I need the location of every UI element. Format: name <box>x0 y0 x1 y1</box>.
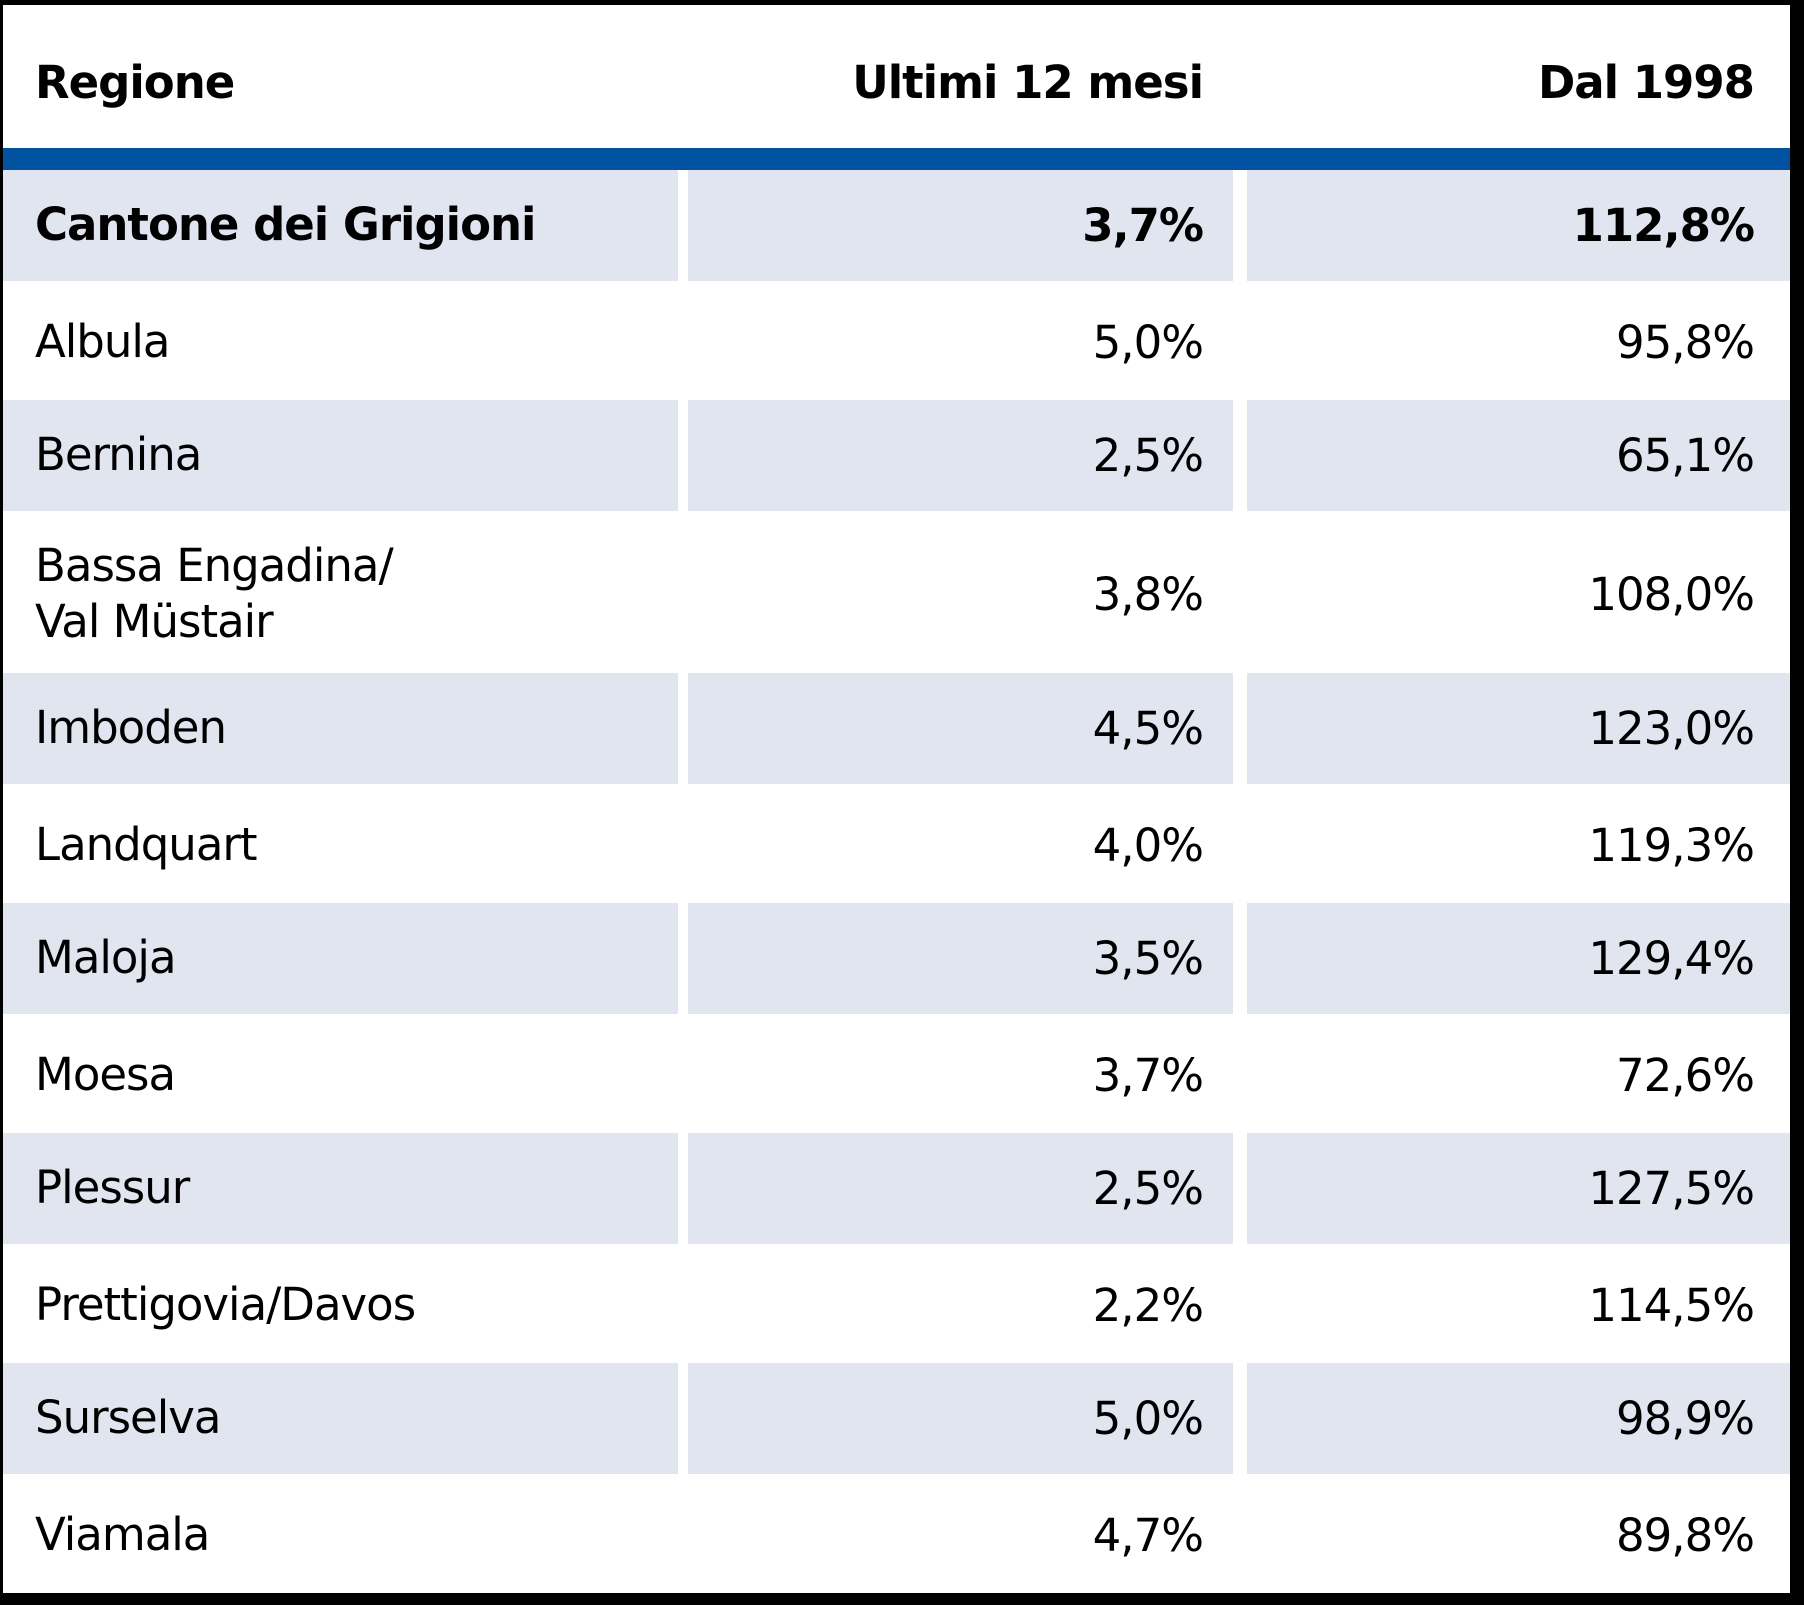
since-1998-cell: 114,5% <box>1588 1279 1755 1332</box>
region-cell: Maloja <box>3 903 678 1018</box>
last-12-months-cell: 3,8% <box>1092 567 1204 621</box>
since-1998-cell: 65,1% <box>1247 400 1790 515</box>
region-cell: Viamala <box>35 1508 210 1562</box>
region-cell: Albula <box>35 315 170 369</box>
last-12-months-cell: 2,5% <box>688 1133 1233 1248</box>
table-row: Landquart 4,0% 119,3% <box>3 788 1790 903</box>
column-header-regione: Regione <box>35 56 235 109</box>
region-cell: Cantone dei Grigioni <box>3 170 678 285</box>
table-row: Plessur 2,5% 127,5% <box>3 1133 1790 1248</box>
table-row: Albula 5,0% 95,8% <box>3 285 1790 400</box>
since-1998-cell: 98,9% <box>1247 1363 1790 1478</box>
table-row: Viamala 4,7% 89,8% <box>3 1478 1790 1593</box>
since-1998-cell: 112,8% <box>1247 170 1790 285</box>
region-cell: Bassa Engadina/ Val Müstair <box>35 538 394 648</box>
since-1998-cell: 108,0% <box>1588 567 1755 621</box>
last-12-months-cell: 2,5% <box>688 400 1233 515</box>
region-cell: Prettigovia/Davos <box>35 1278 416 1332</box>
last-12-months-cell: 3,5% <box>688 903 1233 1018</box>
region-cell: Imboden <box>3 673 678 788</box>
last-12-months-cell: 5,0% <box>1092 316 1204 369</box>
region-cell: Bernina <box>3 400 678 515</box>
table-row: Prettigovia/Davos 2,2% 114,5% <box>3 1248 1790 1363</box>
since-1998-cell: 89,8% <box>1616 1509 1755 1562</box>
table-row: Maloja 3,5% 129,4% <box>3 903 1790 1018</box>
region-cell: Landquart <box>35 818 258 872</box>
table-row: Surselva 5,0% 98,9% <box>3 1363 1790 1478</box>
since-1998-cell: 95,8% <box>1616 316 1755 369</box>
since-1998-cell: 127,5% <box>1247 1133 1790 1248</box>
last-12-months-cell: 4,7% <box>1092 1509 1204 1562</box>
since-1998-cell: 119,3% <box>1588 819 1755 872</box>
last-12-months-cell: 5,0% <box>688 1363 1233 1478</box>
since-1998-cell: 123,0% <box>1247 673 1790 788</box>
last-12-months-cell: 4,0% <box>1092 819 1204 872</box>
region-cell: Moesa <box>35 1048 176 1102</box>
last-12-months-cell: 2,2% <box>1092 1279 1204 1332</box>
last-12-months-cell: 4,5% <box>688 673 1233 788</box>
table-header: Regione Ultimi 12 mesi Dal 1998 <box>3 5 1790 148</box>
header-divider-bar <box>3 148 1790 170</box>
last-12-months-cell: 3,7% <box>688 170 1233 285</box>
region-cell: Plessur <box>3 1133 678 1248</box>
column-header-ultimi-12-mesi: Ultimi 12 mesi <box>852 56 1204 109</box>
table-body: Cantone dei Grigioni 3,7% 112,8% Albula … <box>3 170 1790 1593</box>
table-row: Cantone dei Grigioni 3,7% 112,8% <box>3 170 1790 285</box>
last-12-months-cell: 3,7% <box>1092 1049 1204 1102</box>
since-1998-cell: 72,6% <box>1616 1049 1755 1102</box>
table-row: Moesa 3,7% 72,6% <box>3 1018 1790 1133</box>
table-row: Bernina 2,5% 65,1% <box>3 400 1790 515</box>
column-header-dal-1998: Dal 1998 <box>1537 56 1755 109</box>
table-frame: Regione Ultimi 12 mesi Dal 1998 Cantone … <box>3 5 1790 1593</box>
table-row: Bassa Engadina/ Val Müstair 3,8% 108,0% <box>3 515 1790 673</box>
table-row: Imboden 4,5% 123,0% <box>3 673 1790 788</box>
region-cell: Surselva <box>3 1363 678 1478</box>
since-1998-cell: 129,4% <box>1247 903 1790 1018</box>
